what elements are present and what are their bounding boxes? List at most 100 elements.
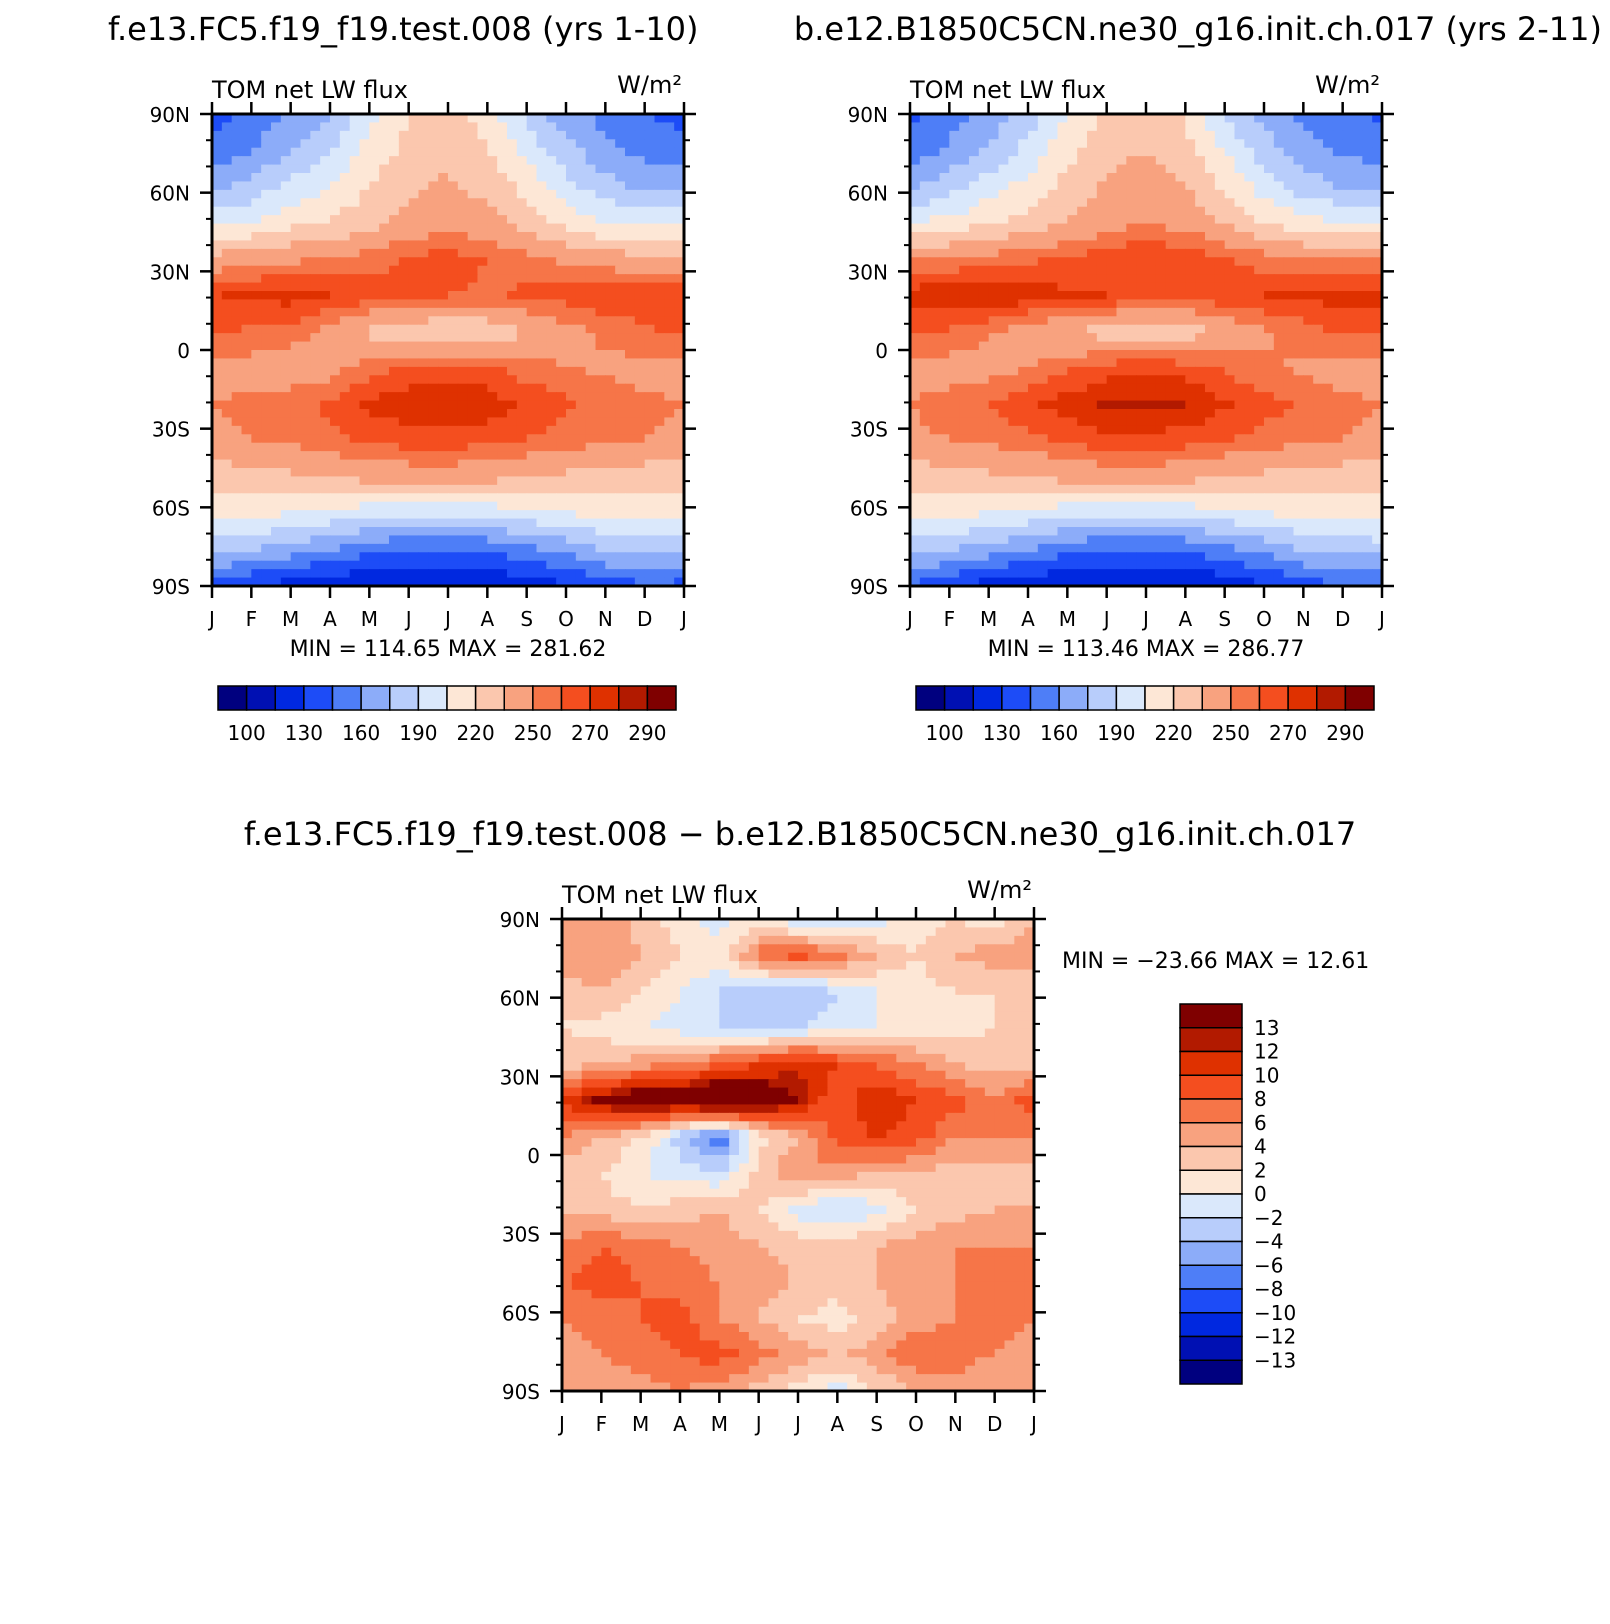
heatmap-cell <box>664 324 675 334</box>
heatmap-cell <box>1283 434 1295 444</box>
heatmap-cell <box>546 350 557 360</box>
heatmap-cell <box>1293 291 1304 301</box>
heatmap-cell <box>1352 265 1363 275</box>
heatmap-cell <box>1155 484 1167 494</box>
heatmap-cell <box>320 299 331 309</box>
heatmap-cell <box>929 173 941 183</box>
heatmap-cell <box>1332 198 1344 208</box>
heatmap-cell <box>497 560 508 570</box>
heatmap-cell <box>546 122 557 132</box>
heatmap-cell <box>536 484 547 494</box>
heatmap-cell <box>428 552 439 562</box>
heatmap-cell <box>280 147 292 157</box>
heatmap-cell <box>575 510 587 520</box>
heatmap-cell <box>1028 350 1039 360</box>
heatmap-cell <box>379 383 390 393</box>
heatmap-cell <box>1028 223 1039 233</box>
heatmap-cell <box>428 223 439 233</box>
heatmap-cell <box>1234 291 1245 301</box>
heatmap-cell <box>1096 333 1108 343</box>
heatmap-cell <box>359 434 370 444</box>
heatmap-cell <box>1342 240 1354 250</box>
heatmap-cell <box>1126 316 1137 326</box>
heatmap-cell <box>634 341 646 351</box>
heatmap-cell <box>1047 307 1059 317</box>
heatmap-cell <box>507 248 518 258</box>
heatmap-cell <box>1067 324 1078 334</box>
heatmap-cell <box>664 282 675 292</box>
heatmap-cell <box>674 400 685 410</box>
heatmap-cell <box>516 518 528 528</box>
heatmap-cell <box>261 417 272 427</box>
heatmap-cell <box>1057 130 1068 140</box>
heatmap-cell <box>526 409 538 419</box>
heatmap-cell <box>290 560 302 570</box>
heatmap-cell <box>290 392 302 402</box>
heatmap-cell <box>585 291 597 301</box>
heatmap-cell <box>212 316 223 326</box>
heatmap-cell <box>1087 324 1098 334</box>
heatmap-cell <box>310 130 321 140</box>
heatmap-cell <box>1352 139 1363 149</box>
heatmap-cell <box>959 189 970 199</box>
heatmap-cell <box>949 173 960 183</box>
heatmap-cell <box>1087 316 1098 326</box>
heatmap-cell <box>978 274 990 284</box>
heatmap-cell <box>526 248 538 258</box>
heatmap-cell <box>536 552 547 562</box>
heatmap-cell <box>1195 476 1206 486</box>
heatmap-cell <box>1018 114 1029 124</box>
heatmap-cell <box>241 206 252 216</box>
heatmap-cell <box>998 350 1009 360</box>
heatmap-cell <box>1332 468 1344 478</box>
heatmap-cell <box>1244 468 1255 478</box>
heatmap-cell <box>1244 257 1255 267</box>
heatmap-cell <box>526 501 538 511</box>
heatmap-cell <box>546 333 557 343</box>
heatmap-cell <box>605 560 616 570</box>
heatmap-cell <box>497 476 508 486</box>
heatmap-cell <box>585 510 597 520</box>
heatmap-cell <box>310 316 321 326</box>
heatmap-cell <box>349 307 361 317</box>
heatmap-cell <box>448 392 459 402</box>
heatmap-cell <box>910 442 921 452</box>
heatmap-cell <box>575 189 587 199</box>
heatmap-cell <box>1047 282 1059 292</box>
heatmap-cell <box>477 265 488 275</box>
heatmap-cell <box>231 181 243 191</box>
heatmap-cell <box>290 409 302 419</box>
heatmap-cell <box>566 434 577 444</box>
heatmap-cell <box>1293 366 1304 376</box>
heatmap-cell <box>448 223 459 233</box>
heatmap-cell <box>959 240 970 250</box>
heatmap-cell <box>1155 400 1167 410</box>
heatmap-cell <box>457 442 469 452</box>
heatmap-cell <box>408 527 420 537</box>
heatmap-cell <box>1205 484 1216 494</box>
heatmap-cell <box>575 307 587 317</box>
heatmap-cell <box>595 333 606 343</box>
heatmap-cell <box>1037 400 1049 410</box>
heatmap-cell <box>310 476 321 486</box>
heatmap-cell <box>1146 198 1157 208</box>
heatmap-cell <box>1264 468 1275 478</box>
heatmap-cell <box>261 409 272 419</box>
heatmap-cell <box>1087 409 1098 419</box>
heatmap-cell <box>457 543 469 553</box>
heatmap-cell <box>1214 468 1226 478</box>
heatmap-cell <box>536 400 547 410</box>
heatmap-cell <box>1028 434 1039 444</box>
heatmap-cell <box>369 198 380 208</box>
heatmap-cell <box>615 383 626 393</box>
heatmap-cell <box>1362 417 1373 427</box>
heatmap-cell <box>1106 333 1118 343</box>
heatmap-cell <box>634 333 646 343</box>
heatmap-cell <box>398 560 410 570</box>
heatmap-cell <box>212 425 223 435</box>
heatmap-cell <box>536 240 547 250</box>
heatmap-cell <box>969 139 980 149</box>
heatmap-cell <box>1106 366 1118 376</box>
heatmap-cell <box>595 257 606 267</box>
heatmap-cell <box>1332 392 1344 402</box>
